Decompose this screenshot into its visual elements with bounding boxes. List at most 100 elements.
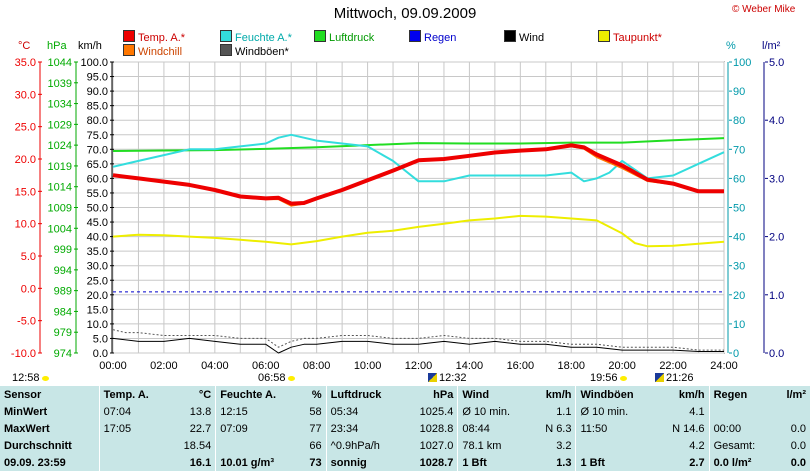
wind-info: 78.1 km	[457, 437, 531, 454]
wind-info: 1 Bft	[457, 454, 531, 471]
gust-info: Ø 10 min.	[575, 403, 656, 420]
wind-info: 08:44	[457, 420, 531, 437]
temp-value: 16.1	[189, 456, 212, 469]
x-tick-label: 20:00	[608, 360, 636, 372]
wind-tick-label: 30.0	[87, 261, 108, 273]
pressure-value: 1025.4	[419, 405, 454, 418]
header-sensor: Sensor	[4, 388, 42, 401]
stats-row-min: MinWert 07:04 13.8 12:15 58 05:34 1025.4…	[0, 403, 810, 420]
stats-row-average: Durchschnitt 18.54 66 ^0.9hPa/h 1027.0 7…	[0, 437, 810, 454]
legend-item: Feuchte A.*	[220, 30, 292, 44]
humidity-value: 58	[309, 405, 322, 418]
copyright: © Weber Mike	[732, 4, 796, 15]
pressure-axis-label: hPa	[47, 40, 67, 52]
legend-swatch	[123, 30, 135, 42]
wind-tick-label: 50.0	[87, 203, 108, 215]
pressure-tick-label: 1009	[48, 203, 72, 215]
series-line-wind	[112, 337, 724, 354]
pressure-tick-label: 979	[54, 327, 72, 339]
header-rain: Regen	[708, 386, 775, 403]
pressure-tick-label: 1004	[48, 223, 72, 235]
wind-tick-label: 35.0	[87, 246, 108, 258]
temp-tick-label: 20.0	[15, 154, 36, 166]
humidity-tick-label: 40	[733, 232, 745, 244]
legend-swatch	[409, 30, 421, 42]
x-tick-label: 12:00	[405, 360, 433, 372]
rain-tick-label: 2.0	[769, 232, 784, 244]
humidity-value: 73	[309, 456, 322, 469]
wind-tick-label: 0.0	[93, 348, 108, 360]
legend-label: Windböen*	[235, 46, 289, 58]
humidity-tick-label: 0	[733, 348, 739, 360]
humidity-tick-label: 100	[733, 57, 751, 69]
pressure-value: 1027.0	[419, 439, 454, 452]
series-line-windböen	[112, 329, 724, 351]
rain-value: 0.0	[790, 422, 806, 435]
wind-tick-label: 10.0	[87, 319, 108, 331]
gust-info: 11:50	[575, 420, 656, 437]
stats-header-row: Sensor Temp. A. °C Feuchte A. % Luftdruc…	[0, 386, 810, 403]
pressure-value: 1028.8	[419, 422, 454, 435]
pressure-tick-label: 989	[54, 286, 72, 298]
header-humidity-unit: %	[311, 388, 322, 401]
rain-value	[774, 403, 810, 420]
rain-info	[708, 403, 775, 420]
series-lines	[112, 133, 725, 354]
temp-tick-label: 5.0	[21, 251, 36, 263]
temp-tick-label: 0.0	[21, 283, 36, 295]
temp-time	[98, 454, 169, 471]
row-label: MinWert	[4, 405, 48, 418]
temp-tick-label: 15.0	[15, 186, 36, 198]
stats-row-max: MaxWert 17:05 22.7 07:09 77 23:34 1028.8…	[0, 420, 810, 437]
pressure-tick-label: 1044	[48, 57, 72, 69]
marker-left-start: 12:58	[12, 372, 49, 384]
legend-label: Luftdruck	[329, 32, 375, 44]
wind-flag-icon	[655, 373, 664, 382]
legend-item: Regen	[409, 30, 456, 44]
legend-swatch	[220, 44, 232, 56]
marker-max-gust: 21:26	[655, 372, 694, 384]
chart-title: Mittwoch, 09.09.2009	[333, 5, 477, 22]
rain-info: 0.0 l/m²	[708, 454, 775, 471]
header-pressure: Luftdruck	[325, 386, 404, 403]
header-temp: Temp. A.	[98, 386, 169, 403]
rain-tick-label: 4.0	[769, 115, 784, 127]
row-label: Durchschnitt	[4, 439, 72, 452]
temp-tick-label: 25.0	[15, 122, 36, 134]
header-humidity: Feuchte A.	[215, 386, 300, 403]
header-rain-unit: l/m²	[786, 388, 806, 401]
series-line-feuchtea	[112, 133, 725, 183]
row-label: 09.09. 23:59	[4, 456, 66, 469]
pressure-value: 1028.7	[419, 456, 454, 469]
rain-value: 0.0	[790, 456, 806, 469]
gust-info: 1 Bft	[575, 454, 656, 471]
series-line-taupunkt	[112, 214, 725, 248]
rain-value: 0.0	[790, 439, 806, 452]
wind-tick-label: 20.0	[87, 290, 108, 302]
humidity-tick-label: 20	[733, 290, 745, 302]
humidity-time: 12:15	[215, 403, 300, 420]
wind-tick-label: 55.0	[87, 188, 108, 200]
header-temp-unit: °C	[198, 388, 212, 401]
legend-label: Taupunkt*	[613, 32, 662, 44]
gust-value: N 14.6	[672, 422, 705, 435]
marker-min-temp: 06:58	[258, 372, 295, 384]
temp-time: 07:04	[98, 403, 169, 420]
humidity-tick-label: 30	[733, 261, 745, 273]
legend-label: Windchill	[138, 46, 183, 58]
humidity-time: 07:09	[215, 420, 300, 437]
pressure-tick-label: 1024	[48, 140, 72, 152]
pressure-tick-label: 1029	[48, 119, 72, 131]
pressure-tick-label: 1039	[48, 78, 72, 90]
wind-tick-label: 45.0	[87, 217, 108, 229]
sun-dot-icon	[619, 376, 627, 381]
legend-item: Temp. A.*	[123, 30, 185, 44]
x-tick-label: 00:00	[99, 360, 127, 372]
x-tick-label: 18:00	[557, 360, 585, 372]
wind-tick-label: 65.0	[87, 159, 108, 171]
x-tick-label: 14:00	[456, 360, 484, 372]
humidity-tick-label: 10	[733, 319, 745, 331]
stats-table: Sensor Temp. A. °C Feuchte A. % Luftdruc…	[0, 386, 810, 471]
wind-tick-label: 70.0	[87, 144, 108, 156]
wind-value: 3.2	[556, 439, 572, 452]
